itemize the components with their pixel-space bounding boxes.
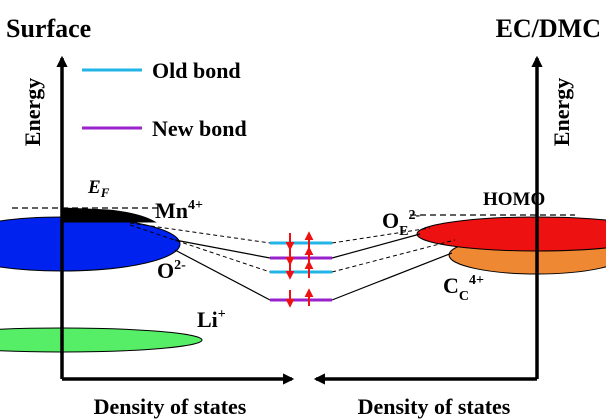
legend-new-bond-label: New bond: [152, 116, 247, 141]
legend-old-bond-label: Old bond: [152, 58, 241, 83]
o-to-new-bond-2: [174, 249, 271, 301]
left-panel-title: Surface: [6, 14, 91, 43]
homo-label: HOMO: [483, 189, 545, 210]
cc4-label: CC4+: [443, 273, 484, 304]
oe-to-new-bond-1: [331, 233, 421, 259]
oe-to-old-bond-2: [331, 239, 456, 273]
oe2-label: OE2-: [382, 208, 420, 239]
right-dos-axis-label: Density of states: [358, 394, 511, 419]
o2-state-area: [0, 216, 181, 272]
oe2-state-area: [416, 216, 606, 252]
left-axes: [56, 55, 295, 385]
legend: Old bond New bond: [82, 58, 247, 141]
li-state-area: [0, 327, 203, 353]
o2-label: O2-: [157, 258, 186, 283]
oe-to-old-bond-1: [331, 227, 431, 244]
right-energy-axis-label: Energy: [549, 78, 574, 146]
bond-levels: [270, 241, 332, 302]
li-label: Li+: [197, 307, 226, 332]
cc-to-new-bond-2: [331, 252, 453, 301]
right-axes: [313, 55, 543, 385]
mn4-state-area: [61, 207, 157, 223]
bond-connectors: [129, 222, 456, 301]
fermi-level-label: EF: [87, 177, 110, 200]
right-panel-title: EC/DMC: [496, 14, 601, 43]
mn-to-old-bond-2: [129, 224, 271, 273]
electron-arrows: [285, 231, 314, 308]
left-dos-axis-label: Density of states: [94, 394, 247, 419]
mn-to-old-bond-1: [129, 222, 271, 244]
o-to-new-bond-1: [174, 239, 271, 259]
left-energy-axis-label: Energy: [20, 78, 45, 146]
mn4-label: Mn4+: [155, 198, 203, 223]
